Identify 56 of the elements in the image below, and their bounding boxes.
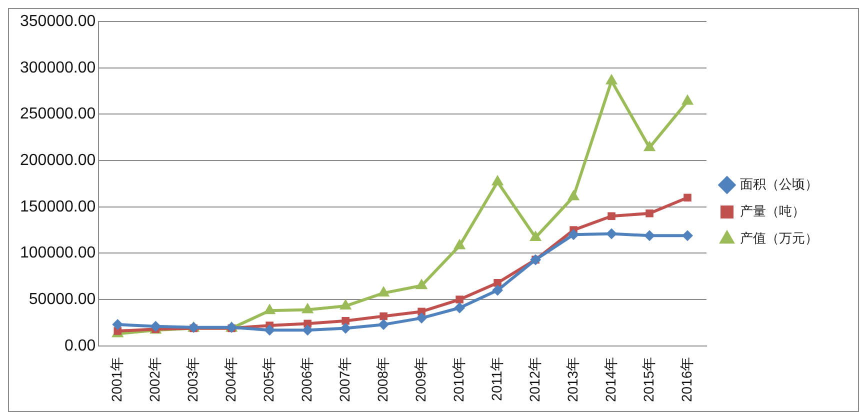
- point: [567, 190, 580, 200]
- y-tick-label: 250000.00: [20, 106, 96, 123]
- point: [378, 319, 390, 330]
- x-tick-label: 2015年: [640, 356, 656, 402]
- point: [416, 278, 428, 290]
- point: [453, 238, 466, 250]
- x-tick-label: 2005年: [260, 356, 276, 402]
- legend-label: 产值（万元）: [740, 231, 818, 246]
- x-tick-label: 2011年: [488, 356, 504, 401]
- point: [456, 296, 464, 304]
- x-tick-label: 2004年: [222, 356, 238, 402]
- x-tick-label: 2014年: [602, 356, 618, 402]
- y-tick-label: 0.00: [64, 337, 96, 354]
- point: [605, 74, 618, 84]
- point: [342, 316, 350, 325]
- x-tick-label: 2012年: [526, 356, 542, 402]
- x-tick-label: 2010年: [450, 356, 466, 402]
- point: [378, 286, 390, 297]
- x-tick-label: 2007年: [336, 356, 352, 402]
- point: [302, 324, 314, 336]
- point: [643, 140, 656, 152]
- legend-label: 产量（吨）: [740, 204, 805, 220]
- x-tick-label: 2008年: [374, 356, 390, 402]
- point: [150, 320, 162, 332]
- y-tick-label: 50000.00: [28, 290, 96, 308]
- point: [340, 322, 352, 334]
- y-tick-label: 300000.00: [20, 59, 96, 76]
- point: [606, 228, 618, 240]
- point: [416, 312, 428, 324]
- point: [684, 194, 692, 202]
- point: [340, 299, 352, 310]
- x-tick-label: 2006年: [298, 356, 314, 402]
- legend-label: 面积（公顷）: [740, 177, 818, 192]
- x-tick-label: 2013年: [564, 356, 580, 402]
- y-tick-label: 200000.00: [20, 152, 96, 169]
- x-tick-label: 2002年: [146, 356, 162, 402]
- y-tick-label: 350000.00: [20, 13, 96, 30]
- y-tick-label: 150000.00: [20, 198, 96, 216]
- point: [529, 230, 542, 241]
- point: [646, 209, 654, 218]
- point: [492, 284, 504, 296]
- point: [568, 229, 580, 240]
- y-tick-label: 100000.00: [20, 244, 96, 262]
- point: [380, 312, 388, 320]
- point: [264, 324, 276, 336]
- point: [608, 212, 616, 220]
- point: [112, 319, 124, 330]
- point: [644, 230, 656, 242]
- x-tick-label: 2001年: [108, 356, 124, 402]
- point: [681, 94, 694, 105]
- x-tick-label: 2009年: [412, 356, 428, 402]
- point: [454, 302, 466, 314]
- point: [682, 230, 694, 242]
- point: [491, 174, 504, 186]
- x-tick-label: 2003年: [184, 356, 200, 402]
- x-tick-label: 2016年: [678, 356, 694, 402]
